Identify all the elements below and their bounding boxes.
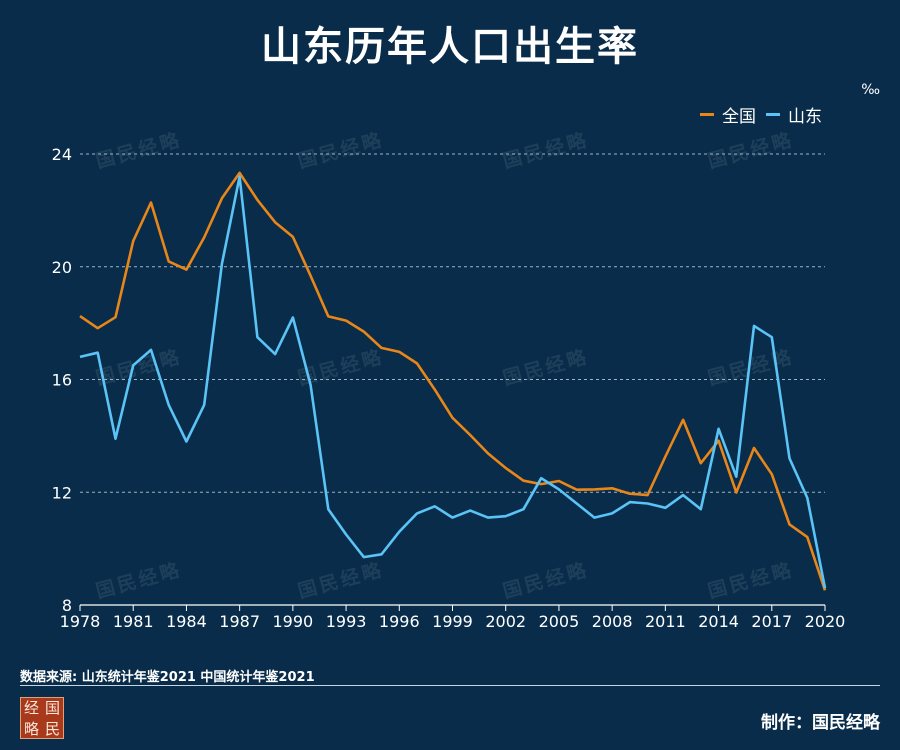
series-line-shandong: [79, 175, 827, 589]
legend-label-shandong: 山东: [788, 107, 822, 127]
data-source: 数据来源: 山东统计年鉴2021 中国统计年鉴2021: [20, 670, 315, 685]
maker-credit: 制作：国民经略: [761, 713, 880, 733]
x-tick-label: 1981: [113, 612, 154, 631]
legend-swatch-shandong: [766, 113, 780, 116]
watermark-text: 国民经略: [500, 128, 591, 173]
legend: 全国 山东: [690, 102, 822, 127]
x-tick-label: 1978: [60, 612, 101, 631]
watermark-text: 国民经略: [500, 558, 591, 603]
watermark-text: 国民经略: [93, 345, 184, 390]
watermark-text: 国民经略: [705, 128, 796, 173]
x-tick-label: 2002: [485, 612, 526, 631]
y-tick-label: 16: [52, 371, 72, 390]
watermark-text: 国民经略: [705, 558, 796, 603]
x-tick-label: 2017: [751, 612, 792, 631]
x-tick-label: 1999: [432, 612, 473, 631]
legend-item-china: 全国: [700, 102, 756, 127]
legend-label-china: 全国: [722, 107, 756, 127]
x-tick-label: 1996: [379, 612, 420, 631]
x-tick-label: 1993: [326, 612, 367, 631]
logo-char: 略: [23, 720, 39, 738]
x-tick-label: 2020: [805, 612, 846, 631]
watermark-text: 国民经略: [93, 128, 184, 173]
brand-logo: 经 国 略 民: [20, 697, 64, 739]
y-tick-label: 24: [52, 145, 72, 164]
x-tick-label: 2005: [539, 612, 580, 631]
logo-char: 经: [23, 699, 39, 717]
watermark-text: 国民经略: [500, 345, 591, 390]
watermark-text: 国民经略: [93, 558, 184, 603]
x-tick-label: 2014: [698, 612, 739, 631]
y-tick-label: 12: [52, 483, 72, 502]
x-tick-label: 2011: [645, 612, 686, 631]
y-tick-label: 20: [52, 258, 72, 277]
x-tick-label: 1990: [272, 612, 313, 631]
logo-char: 民: [44, 720, 60, 738]
unit-label: ‰: [861, 82, 880, 98]
chart-title: 山东历年人口出生率: [261, 24, 639, 70]
legend-item-shandong: 山东: [766, 102, 822, 127]
logo-char: 国: [44, 699, 60, 717]
y-tick-label: 8: [62, 596, 72, 615]
divider: [20, 685, 880, 686]
watermark-text: 国民经略: [295, 558, 386, 603]
watermark-text: 国民经略: [295, 128, 386, 173]
x-tick-label: 1984: [166, 612, 207, 631]
x-tick-label: 2008: [592, 612, 633, 631]
x-tick-label: 1987: [219, 612, 260, 631]
legend-swatch-china: [700, 113, 714, 116]
series-line-china: [79, 171, 827, 591]
